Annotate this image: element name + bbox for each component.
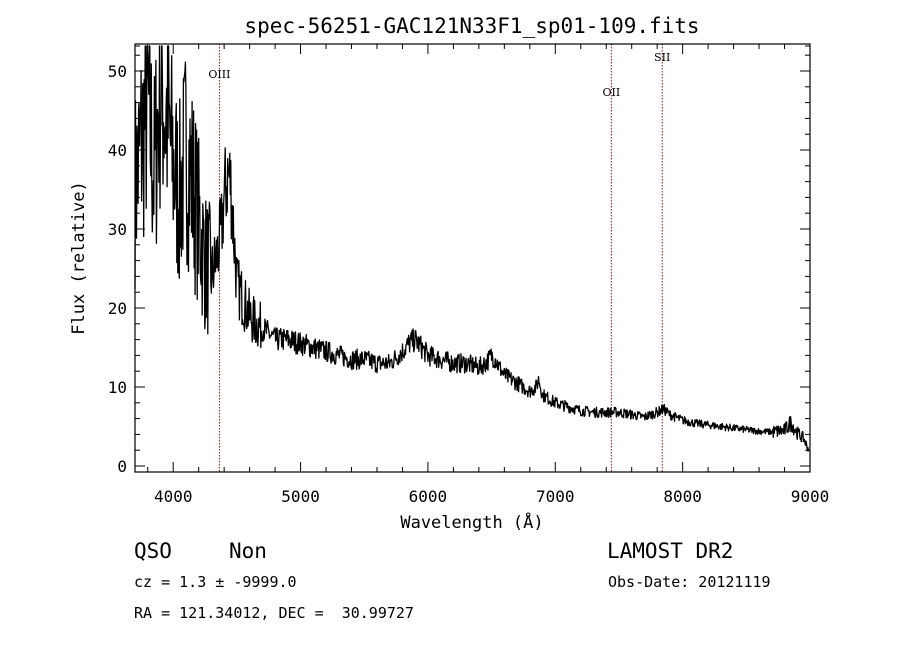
x-tick-label: 5000: [281, 487, 320, 506]
survey-name: LAMOST DR2: [607, 539, 734, 563]
coordinates: RA = 121.34012, DEC = 30.99727: [134, 604, 414, 622]
x-tick-label: 6000: [409, 487, 448, 506]
axes: 4000 5000 6000 7000 8000 9000 0 10 20 30 40 50: [108, 44, 830, 506]
x-tick-label: 4000: [154, 487, 193, 506]
redshift-value: cz = 1.3 ± -9999.0: [134, 573, 297, 591]
y-tick-label: 10: [108, 378, 127, 397]
x-tick-label: 9000: [791, 487, 830, 506]
marker-label-oiii: OIII: [208, 68, 230, 81]
object-subclass: Non: [229, 539, 267, 563]
y-axis-label: Flux (relative): [69, 181, 89, 335]
plot-frame: [134, 43, 811, 473]
y-tick-label: 30: [108, 220, 127, 239]
y-tick-label: 20: [108, 299, 127, 318]
marker-label-oii: OII: [602, 86, 620, 99]
y-tick-label: 0: [117, 457, 127, 476]
x-tick-label: 8000: [663, 487, 702, 506]
observation-date: Obs-Date: 20121119: [608, 573, 771, 591]
spectrum-line: [134, 45, 810, 452]
chart-title: spec-56251-GAC121N33F1_sp01-109.fits: [244, 14, 699, 38]
y-tick-label: 50: [108, 62, 127, 81]
emission-line-markers: OIII OII SII: [208, 44, 670, 472]
marker-label-sii: SII: [654, 51, 670, 64]
y-tick-label: 40: [108, 141, 127, 160]
x-tick-label: 7000: [536, 487, 575, 506]
object-class: QSO: [134, 539, 172, 563]
x-axis-label: Wavelength (Å): [400, 511, 543, 533]
